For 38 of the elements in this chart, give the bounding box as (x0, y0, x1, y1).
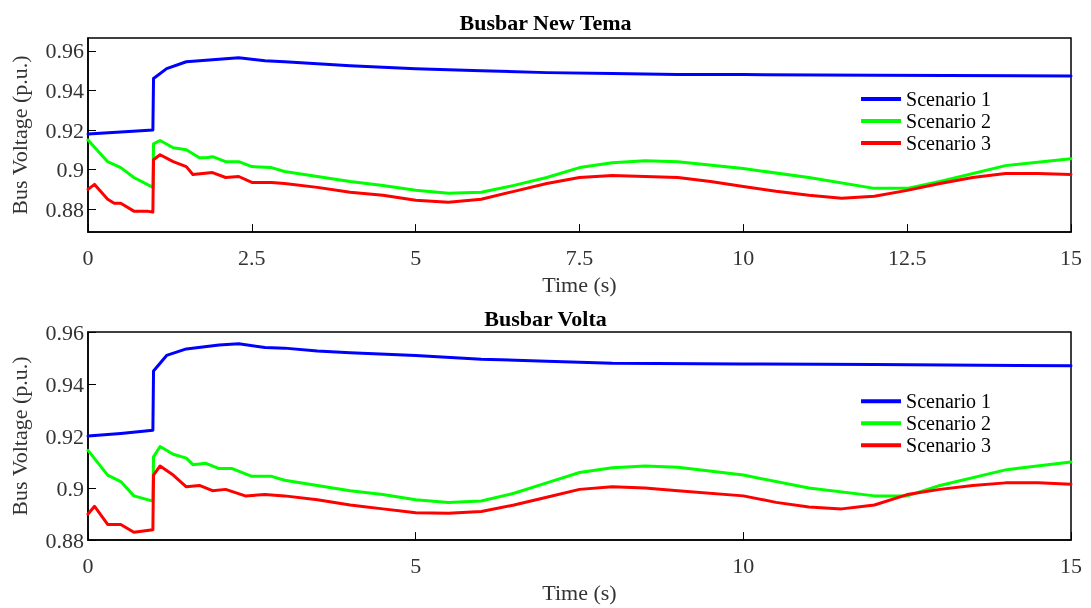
x-axis-title: Time (s) (542, 271, 617, 297)
line-series (86, 138, 1073, 195)
y-axis-title: Bus Voltage (p.u.) (6, 356, 32, 516)
legend-label: Scenario 2 (906, 110, 992, 132)
x-tick-label: 15 (1060, 244, 1082, 270)
y-tick-label: 0.9 (56, 157, 84, 183)
y-tick-label: 0.92 (45, 423, 84, 449)
legend-label: Scenario 1 (906, 88, 992, 110)
chart-title: Busbar New Tema (459, 9, 632, 35)
x-tick-label: 10 (732, 244, 755, 270)
legend-label: Scenario 3 (906, 434, 992, 457)
x-tick-label: 12.5 (887, 244, 927, 270)
legend-label: Scenario 3 (906, 132, 992, 154)
legend-label: Scenario 2 (906, 412, 992, 435)
x-tick-label: 5 (410, 244, 422, 270)
line-series (86, 464, 1073, 534)
y-tick-label: 0.96 (45, 319, 84, 345)
x-tick-label: 7.5 (565, 244, 594, 270)
line-series (86, 56, 1073, 136)
chart-title: Busbar Volta (484, 305, 607, 331)
x-axis-title: Time (s) (542, 579, 617, 605)
y-tick-label: 0.94 (45, 77, 84, 103)
y-tick-label: 0.88 (45, 527, 84, 553)
line-series (86, 342, 1073, 438)
y-tick-label: 0.92 (45, 117, 84, 143)
x-tick-label: 5 (410, 552, 422, 578)
y-tick-label: 0.9 (56, 475, 84, 501)
line-series (86, 153, 1073, 214)
y-tick-label: 0.96 (45, 38, 84, 64)
x-tick-label: 10 (732, 552, 755, 578)
x-tick-label: 0 (82, 244, 94, 270)
x-tick-label: 15 (1060, 552, 1082, 578)
x-tick-label: 2.5 (238, 244, 266, 270)
x-tick-label: 0 (82, 552, 94, 578)
y-axis-title: Bus Voltage (p.u.) (6, 55, 32, 215)
y-tick-label: 0.94 (45, 371, 84, 397)
legend-label: Scenario 1 (906, 390, 992, 413)
y-tick-label: 0.88 (45, 196, 84, 222)
